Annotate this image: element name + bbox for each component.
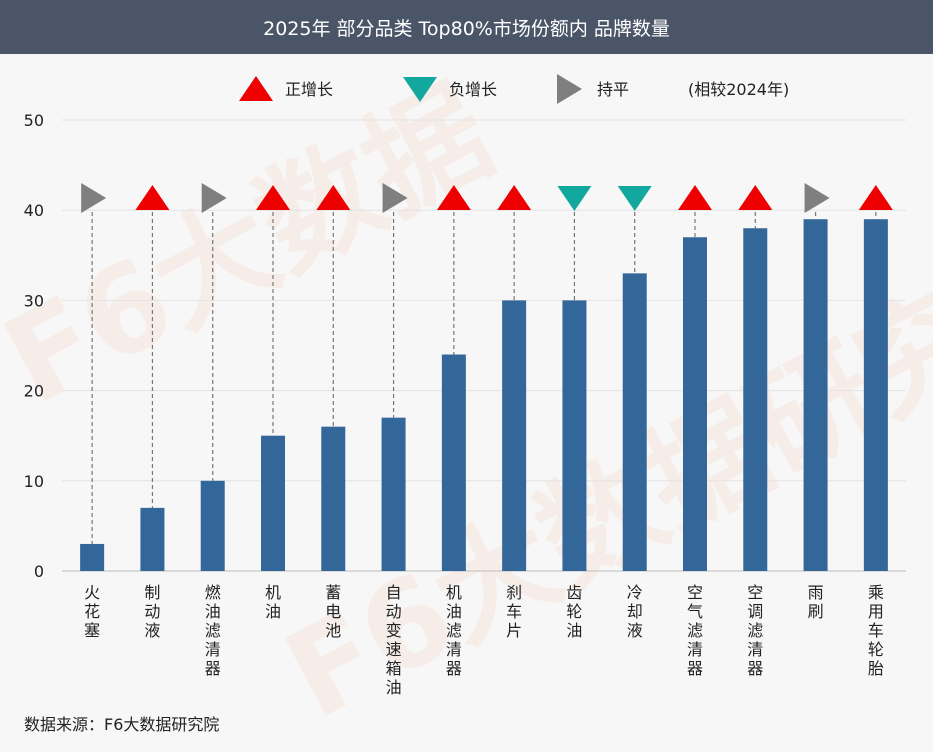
trend-marker-up	[858, 185, 893, 210]
trend-marker-flat	[382, 183, 408, 213]
bar	[261, 435, 285, 571]
legend-up-icon	[239, 76, 273, 101]
bar	[381, 417, 406, 571]
x-tick-label: 齿轮油	[566, 583, 582, 640]
trend-marker-up	[738, 185, 773, 210]
legend-note: (相较2024年)	[688, 80, 789, 99]
y-tick-label: 0	[34, 562, 44, 581]
bar	[502, 300, 527, 571]
chart-title: 2025年 部分品类 Top80%市场份额内 品牌数量	[263, 17, 670, 40]
bar	[622, 273, 647, 571]
trend-marker-flat	[201, 183, 227, 213]
x-tick-label: 空调滤清器	[747, 583, 763, 678]
bar	[80, 543, 105, 571]
x-tick-label: 乘用车轮胎	[868, 583, 884, 678]
y-tick-label: 50	[24, 111, 44, 130]
bar	[863, 219, 888, 571]
bar	[441, 354, 466, 571]
bar	[743, 228, 768, 572]
x-tick-label: 刹车片	[506, 583, 522, 640]
y-tick-label: 10	[24, 472, 44, 491]
x-tick-label: 机油滤清器	[446, 583, 462, 678]
legend-down-icon	[403, 77, 437, 102]
trend-marker-up	[316, 185, 351, 210]
bar	[562, 300, 587, 571]
x-tick-label: 火花塞	[84, 583, 100, 640]
trend-marker-flat	[81, 183, 107, 213]
chart-title-bar: 2025年 部分品类 Top80%市场份额内 品牌数量	[0, 0, 933, 54]
data-source: 数据来源：F6大数据研究院	[24, 715, 220, 734]
x-tick-label: 自动变速箱油	[386, 583, 402, 697]
y-tick-label: 30	[24, 291, 44, 310]
bar	[321, 426, 346, 571]
legend-down-label: 负增长	[449, 80, 497, 99]
x-tick-label: 制动液	[144, 583, 160, 640]
legend-up-label: 正增长	[285, 80, 333, 99]
x-tick-label: 雨刷	[808, 583, 824, 621]
trend-marker-up	[436, 185, 471, 210]
x-tick-label: 燃油滤清器	[205, 583, 221, 678]
bar	[200, 480, 225, 571]
legend-flat-label: 持平	[597, 80, 629, 99]
trend-marker-down	[557, 186, 592, 211]
trend-marker-flat	[804, 183, 830, 213]
bar-chart: 0 10 20 30 40 50 正增长 负增长 持平 (相较2024年) 火花塞 制动液 燃油滤清器 机…	[24, 74, 906, 697]
bar	[803, 219, 828, 571]
y-tick-label: 40	[24, 201, 44, 220]
trend-marker-up	[497, 185, 532, 210]
legend-flat-icon	[557, 74, 582, 104]
trend-marker-down	[617, 186, 652, 211]
y-tick-label: 20	[24, 382, 44, 401]
x-tick-label: 空气滤清器	[687, 583, 703, 678]
x-tick-label: 机油	[265, 583, 281, 621]
bar	[140, 507, 165, 571]
trend-marker-up	[256, 185, 290, 210]
trend-marker-up	[135, 185, 170, 210]
bar	[683, 237, 707, 571]
x-tick-label: 蓄电池	[325, 583, 341, 640]
x-tick-label: 冷却液	[627, 583, 643, 640]
trend-marker-up	[678, 185, 712, 210]
